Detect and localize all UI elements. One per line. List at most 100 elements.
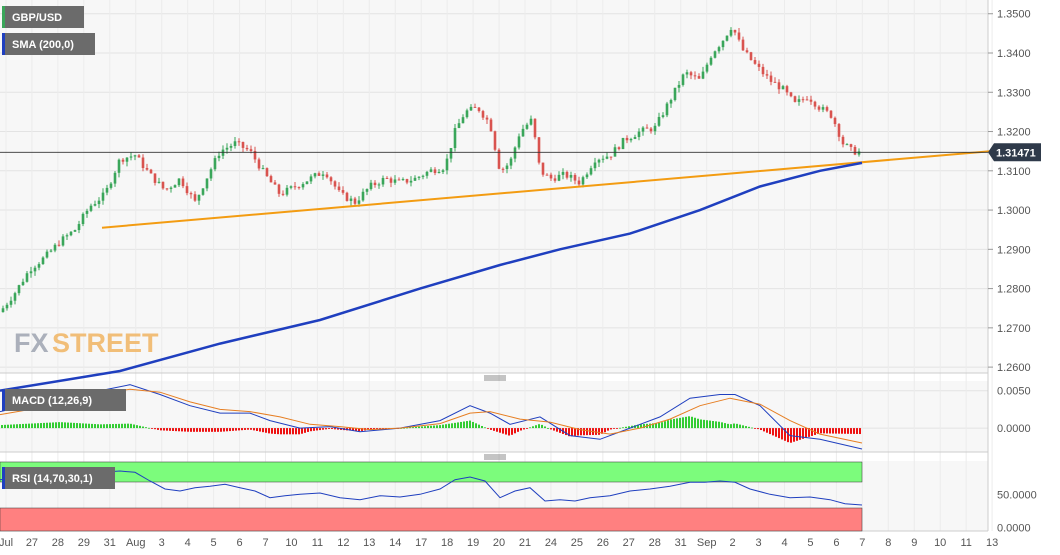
rsi-overbought-zone [0,461,863,483]
macd-histogram-bar [640,424,642,429]
date-tick-label: 27 [623,537,635,549]
candle-body [757,63,761,67]
candle-body [177,178,181,186]
candle-body [37,264,41,268]
candle-body [357,200,361,204]
candle-body [185,186,189,194]
date-tick-label: 11 [312,537,323,549]
candle-body [577,180,581,185]
candle-body [201,188,205,195]
price-tick-label: 1.2600 [997,362,1031,374]
candle-body [825,107,829,111]
macd-histogram-bar [418,426,420,429]
macd-histogram-bar [118,423,120,429]
candle-body [117,159,121,173]
candle-body [729,29,733,36]
price-tick-label: 1.3400 [997,48,1031,60]
candle-body [173,185,177,188]
macd-histogram-bar [496,428,498,432]
date-tick-label: 28 [649,537,661,549]
macd-histogram-bar [667,420,669,429]
macd-histogram-bar [1,424,3,429]
macd-histogram-bar [508,428,510,436]
grid-lines [0,0,993,531]
macd-histogram-bar [130,423,132,429]
macd-histogram-bar [421,426,423,429]
macd-histogram-bar [316,428,318,431]
macd-histogram-bar [355,428,357,432]
macd-histogram-bar [445,424,447,429]
price-tick-label: 1.2900 [997,244,1031,256]
macd-histogram-bar [31,423,33,429]
candle-body [597,159,601,163]
instrument-label: GBP/USD [12,12,62,24]
date-tick-label: 6 [833,537,839,549]
price-tick-label: 1.3200 [997,127,1031,139]
date-tick-label: 31 [675,537,687,549]
macd-histogram-bar [535,425,537,429]
date-tick-label: 21 [519,537,531,549]
macd-histogram-bar [502,428,504,434]
candle-body [717,47,721,52]
macd-histogram-bar [841,428,843,434]
candle-body [817,106,821,110]
candle-body [645,127,649,129]
candle-body [1,308,5,313]
candle-body [221,149,225,156]
macd-histogram-bar [139,425,141,429]
macd-histogram-bar [328,428,330,429]
macd-histogram-bar [778,428,780,439]
candle-body [569,174,573,178]
macd-histogram-bar [733,423,735,429]
candle-body [165,188,169,190]
macd-histogram-bar [250,428,252,430]
candle-body [277,184,281,194]
macd-histogram-bar [217,428,219,432]
candle-body [525,124,529,129]
candle-body [105,187,109,193]
macd-histogram-bar [427,425,429,429]
candle-body [565,171,569,178]
macd-histogram-bar [766,428,768,433]
candle-body [377,184,381,186]
macd-resize-handle[interactable] [484,375,506,381]
date-tick-label: 18 [441,537,453,549]
macd-histogram-bar [856,428,858,434]
sma-legend[interactable]: SMA (200,0) [2,33,95,55]
candle-body [373,182,377,186]
date-tick-label: 29 [78,537,90,549]
candle-body [781,86,785,90]
macd-histogram-bar [559,428,561,433]
macd-histogram-bar [664,421,666,429]
macd-histogram-bar [694,417,696,429]
macd-histogram-bar [823,428,825,434]
macd-histogram-bar [223,428,225,432]
macd-histogram-bar [202,428,204,432]
macd-histogram-bar [97,424,99,429]
candle-body [93,204,97,206]
macd-histogram-bar [211,428,213,432]
macd-histogram-bar [358,428,360,432]
macd-histogram-bar [43,422,45,429]
candle-body [601,158,605,160]
instrument-legend[interactable]: GBP/USD [2,6,84,28]
svg-text:FX: FX [14,328,49,358]
macd-histogram-bar [622,427,624,429]
macd-histogram-bar [403,427,405,429]
candle-body [393,179,397,183]
macd-histogram-bar [166,428,168,431]
price-candles [1,27,861,313]
macd-legend[interactable]: MACD (12,26,9) [2,389,126,411]
macd-histogram-bar [451,423,453,429]
rsi-legend[interactable]: RSI (14,70,30,1) [2,467,115,489]
rsi-resize-handle[interactable] [484,454,506,460]
macd-histogram-bar [73,422,75,429]
macd-histogram-bar [67,422,69,429]
macd-histogram-bar [22,423,24,429]
date-tick-label: 9 [911,537,917,549]
price-tick-label: 1.3000 [997,205,1031,217]
candle-body [721,40,725,48]
macd-panel [0,381,988,452]
macd-histogram-bar [313,428,315,431]
macd-histogram-bar [457,422,459,429]
